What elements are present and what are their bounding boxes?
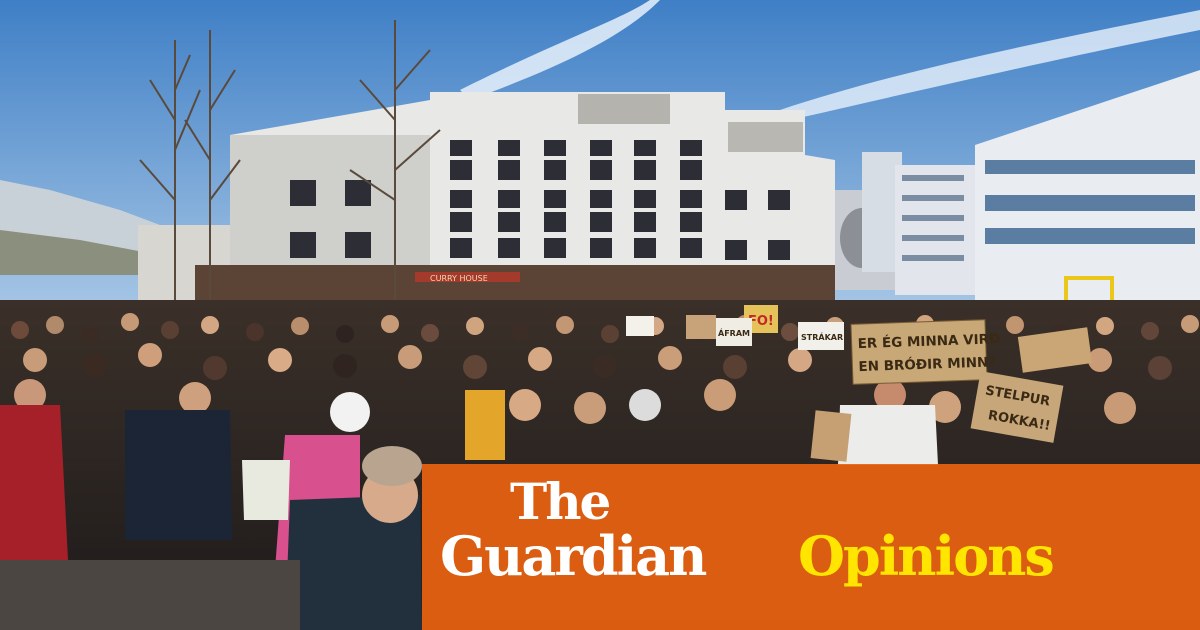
logo-word-guardian: Guardian	[440, 524, 707, 588]
contrail-right	[780, 10, 1200, 120]
building-right-windows	[985, 160, 1195, 244]
shop-sign-board	[415, 272, 520, 282]
sign-strakar-text: STRÁKAR	[801, 331, 843, 342]
person-white-puffer	[838, 405, 938, 465]
sign-main-line1: ER ÉG MINNA VIRÐ	[857, 330, 1000, 352]
sign-cardboard-low	[810, 410, 852, 462]
shop-sign-text: CURRY HOUSE	[430, 274, 488, 283]
mountain-shadow	[0, 230, 160, 275]
sign-afram: ÁFRAM	[716, 318, 752, 346]
building-right	[975, 70, 1200, 310]
building-main-shadow	[230, 135, 430, 285]
guardian-opinions-banner: The Guardian Opinions	[422, 464, 1200, 630]
person-yellow-jacket	[465, 390, 505, 460]
sign-afram-text: ÁFRAM	[718, 327, 750, 338]
sign-cardboard-left	[686, 315, 716, 339]
cobblestone-ground	[0, 560, 300, 630]
sign-stelpur: STELPUR ROKKA!!	[970, 371, 1064, 443]
sign-strakar: STRÁKAR	[798, 322, 844, 350]
sign-main: ER ÉG MINNA VIRÐ EN BRÓÐIR MINN?	[850, 319, 1001, 385]
section-label-opinions: Opinions	[798, 524, 1055, 588]
person-foreground-hood	[285, 495, 422, 630]
building-mid-right-windows	[902, 175, 964, 261]
person-foreground-hat	[362, 446, 422, 486]
sign-fo-text: FO!	[748, 314, 774, 329]
person-white-jacket	[242, 460, 290, 520]
contrail-left	[460, 0, 660, 100]
rooftop-graffiti	[578, 94, 670, 124]
sign-main-line2: EN BRÓÐIR MINN?	[858, 352, 996, 375]
logo-word-the: The	[510, 472, 611, 531]
rooftop-graffiti-right	[728, 122, 803, 152]
building-main-windows	[290, 140, 790, 260]
person-red-coat	[0, 405, 68, 560]
sign-small-right	[1017, 327, 1093, 373]
person-navy-jacket	[125, 410, 232, 540]
guardian-logo: The Guardian Opinions	[422, 464, 1200, 630]
building-mid-right	[895, 165, 975, 295]
bare-trees	[139, 20, 441, 300]
sign-small-center	[626, 316, 654, 336]
